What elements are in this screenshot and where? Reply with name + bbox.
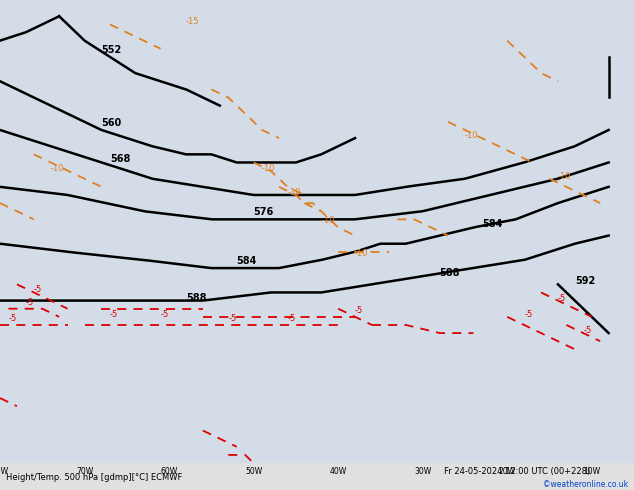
Text: 576: 576 [254,207,274,217]
Text: 80W: 80W [0,467,9,476]
Text: -15: -15 [186,17,200,26]
Text: 584: 584 [482,220,502,229]
Text: 552: 552 [101,45,122,55]
Text: -5: -5 [287,314,295,323]
Text: -5: -5 [524,310,533,319]
Text: -5: -5 [558,294,566,303]
Text: Fr 24-05-2024 12:00 UTC (00+228): Fr 24-05-2024 12:00 UTC (00+228) [444,467,590,476]
Text: 588: 588 [439,268,460,278]
Text: 60W: 60W [160,467,178,476]
Text: ©weatheronline.co.uk: ©weatheronline.co.uk [543,480,628,489]
Text: -5: -5 [228,314,236,323]
Text: -5: -5 [8,314,16,323]
Text: -5: -5 [583,326,592,335]
Text: -5: -5 [160,310,169,319]
Text: 30W: 30W [414,467,431,476]
Text: -10: -10 [51,164,64,172]
Text: 50W: 50W [245,467,262,476]
Text: 568: 568 [110,154,130,165]
Text: -5: -5 [25,297,34,307]
Text: 588: 588 [186,293,207,303]
Text: -10: -10 [465,131,479,140]
Text: -10: -10 [262,164,276,172]
Text: -10: -10 [558,172,571,181]
Text: -10: -10 [321,217,335,225]
Text: 10W: 10W [583,467,600,476]
Text: Height/Temp. 500 hPa [gdmp][°C] ECMWF: Height/Temp. 500 hPa [gdmp][°C] ECMWF [6,473,183,482]
Text: 40W: 40W [330,467,347,476]
Text: -5: -5 [355,306,363,315]
Text: 592: 592 [575,276,595,286]
Text: -5: -5 [34,286,42,294]
Text: 560: 560 [101,118,122,128]
Text: -10: -10 [287,188,301,197]
Text: -10: -10 [355,249,368,258]
Text: -5: -5 [110,310,118,319]
Text: 584: 584 [236,256,257,266]
Text: 20W: 20W [498,467,516,476]
Text: 70W: 70W [76,467,93,476]
